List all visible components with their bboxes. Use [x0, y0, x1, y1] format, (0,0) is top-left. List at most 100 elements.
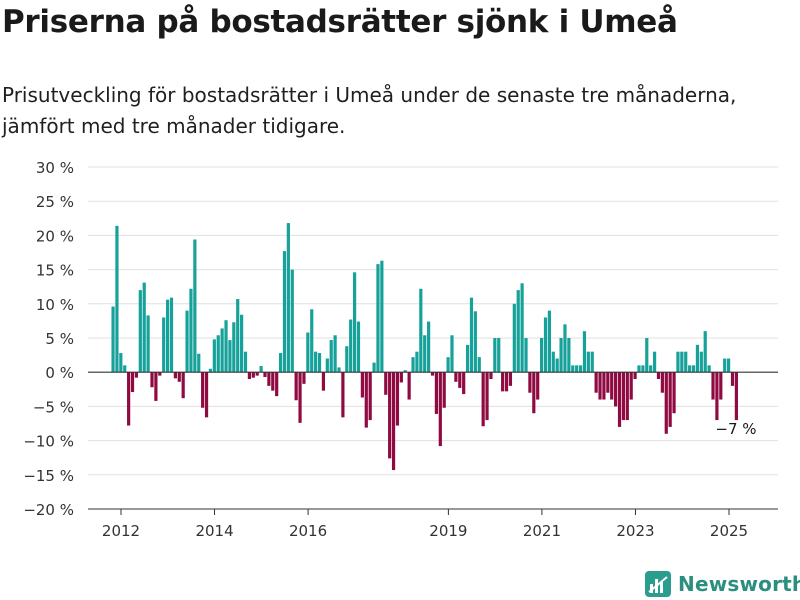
y-axis-tick-labels: −20 % −15 % −10 % −5 % 0 % 5 % 10 % 15 % 20 % 25 … — [23, 159, 74, 519]
bar — [547, 310, 551, 373]
bar — [212, 339, 216, 373]
bar — [637, 365, 641, 373]
bar — [302, 372, 306, 384]
bar — [730, 372, 735, 386]
bar — [586, 351, 590, 373]
bar — [551, 351, 555, 373]
x-tick-label: 2012 — [102, 522, 140, 540]
bar — [532, 372, 536, 414]
bar — [715, 372, 719, 421]
bar — [563, 324, 567, 373]
bar — [462, 372, 466, 395]
y-tick-label: 20 % — [36, 227, 74, 245]
bar — [208, 368, 213, 373]
bar — [438, 372, 442, 447]
bar — [539, 338, 544, 373]
bar — [403, 370, 407, 373]
bar — [672, 372, 676, 414]
bar — [364, 372, 368, 428]
bar — [430, 372, 435, 376]
bar — [442, 372, 446, 408]
bar — [578, 365, 583, 373]
bar — [524, 338, 528, 373]
bar — [567, 338, 571, 373]
bar — [372, 362, 376, 373]
bar — [594, 372, 598, 393]
bar — [450, 335, 454, 373]
y-tick-label: 30 % — [36, 159, 74, 177]
y-tick-label: −5 % — [33, 398, 74, 416]
bar — [423, 335, 427, 373]
bar — [727, 358, 731, 373]
bar — [481, 372, 485, 427]
bar — [123, 365, 127, 373]
bar — [345, 346, 349, 373]
y-tick-label: −15 % — [23, 467, 74, 485]
last-value-annotation: −7 % — [715, 420, 756, 438]
brand-name: Newsworthy — [678, 572, 800, 596]
bar — [703, 331, 707, 373]
bar — [278, 353, 283, 373]
bar — [169, 297, 174, 373]
bar — [341, 372, 345, 418]
bar — [676, 351, 680, 373]
bar — [427, 321, 431, 373]
bar — [220, 328, 224, 373]
bar — [127, 372, 131, 426]
bar-chart-logo-icon — [645, 571, 671, 597]
y-tick-label: 0 % — [45, 364, 74, 382]
bar — [352, 272, 357, 373]
bar — [158, 372, 162, 376]
bar — [173, 372, 177, 379]
bar — [664, 372, 668, 434]
bar — [649, 365, 653, 373]
bar — [162, 317, 166, 373]
bar — [465, 344, 470, 373]
bar — [419, 288, 423, 373]
bar — [154, 372, 158, 401]
bar — [138, 290, 142, 373]
bar — [699, 351, 703, 373]
x-tick-label: 2025 — [710, 522, 748, 540]
bar — [247, 372, 252, 380]
bar — [691, 365, 696, 373]
bar — [380, 260, 384, 373]
bar — [734, 372, 738, 421]
y-tick-label: −10 % — [23, 433, 74, 451]
bar — [582, 331, 587, 373]
y-tick-label: 5 % — [45, 330, 74, 348]
bar — [606, 372, 610, 393]
bar — [399, 372, 403, 383]
x-tick-label: 2019 — [429, 522, 467, 540]
bar — [360, 372, 364, 398]
bar — [119, 353, 123, 373]
bar — [271, 372, 275, 391]
x-tick-label: 2016 — [289, 522, 327, 540]
bar — [512, 303, 516, 373]
bar — [602, 372, 606, 400]
page-subtitle: Prisutveckling för bostadsrätter i Umeå … — [2, 83, 737, 138]
bar — [181, 372, 185, 399]
bar-chart: −20 % −15 % −10 % −5 % 0 % 5 % 10 % 15 % 20 % 25 … — [23, 159, 778, 540]
bar — [388, 372, 392, 459]
bars — [111, 223, 738, 471]
bar — [329, 340, 333, 373]
bar — [298, 372, 302, 423]
bar — [625, 372, 629, 421]
bar — [384, 372, 388, 395]
bar — [485, 372, 489, 421]
x-tick-label: 2021 — [523, 522, 561, 540]
y-tick-label: 10 % — [36, 296, 74, 314]
bar — [325, 358, 329, 373]
bar — [477, 357, 481, 373]
bar — [707, 365, 711, 373]
bar — [259, 366, 263, 373]
bar — [115, 225, 119, 373]
bar — [282, 251, 287, 373]
bar — [391, 372, 396, 471]
bar — [317, 353, 322, 373]
bar — [243, 351, 248, 373]
bar — [656, 372, 661, 380]
bar — [267, 372, 271, 386]
bar — [240, 314, 244, 373]
